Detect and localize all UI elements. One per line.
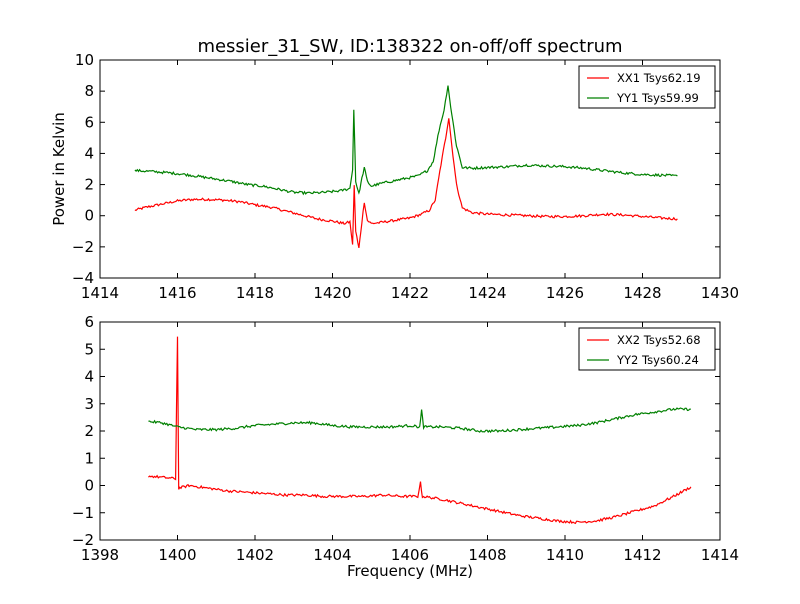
x-tick-label: 1410 [546, 546, 584, 564]
y-tick-label: 10 [75, 51, 94, 69]
legend-label: YY1 Tsys59.99 [616, 91, 699, 105]
series-line-yy1 [134, 85, 678, 196]
y-tick-label: 0 [84, 477, 94, 495]
y-tick-label: −4 [72, 269, 94, 287]
series-line-xx2 [148, 336, 692, 525]
subplot-2: 1398 1400 1402 1404 1406 1408 1410 1412 1414−2−1… [72, 313, 739, 580]
legend-label: YY2 Tsys60.24 [616, 353, 699, 367]
x-tick-label: 1420 [313, 284, 351, 302]
y-tick-label: 0 [84, 207, 94, 225]
y-tick-label: 1 [84, 449, 94, 467]
legend-box [578, 65, 716, 109]
y-tick-label: 6 [84, 313, 94, 331]
x-tick-label: 1404 [313, 546, 351, 564]
y-axis-label: Power in Kelvin [50, 112, 68, 226]
x-tick-label: 1408 [468, 546, 506, 564]
x-tick-label: 1426 [546, 284, 584, 302]
chart-title: messier_31_SW, ID:138322 on-off/off spec… [197, 36, 622, 57]
subplot-1: 1414 1416 1418 1420 1422 1424 1426 1428 1430 −4 −2… [50, 51, 739, 302]
y-tick-label: −1 [72, 504, 94, 522]
y-tick-label: 4 [84, 368, 94, 386]
x-tick-label: 1422 [391, 284, 429, 302]
x-tick-label: 1414 [701, 546, 739, 564]
x-tick-label: 1406 [391, 546, 429, 564]
y-tick-label: 6 [84, 113, 94, 131]
y-tick-label: 8 [84, 82, 94, 100]
x-axis-label: Frequency (MHz) [347, 562, 473, 580]
x-tick-label: 1430 [701, 284, 739, 302]
y-tick-label: −2 [72, 238, 94, 256]
y-tick-label: −2 [72, 531, 94, 549]
legend-label: XX1 Tsys62.19 [617, 71, 701, 85]
legend-label: XX2 Tsys52.68 [617, 333, 701, 347]
x-tick-label: 1418 [236, 284, 274, 302]
legend: XX1 Tsys62.19 YY1 Tsys59.99 [578, 65, 716, 109]
y-tick-label: 3 [84, 395, 94, 413]
series-line-xx1 [134, 118, 678, 249]
legend-box [578, 327, 716, 371]
y-tick-label: 2 [84, 176, 94, 194]
y-tick-label: 2 [84, 422, 94, 440]
x-tick-label: 1402 [236, 546, 274, 564]
x-tick-label: 1398 [81, 546, 119, 564]
x-tick-label: 1414 [81, 284, 119, 302]
x-tick-label: 1416 [158, 284, 196, 302]
y-tick-label: 5 [84, 340, 94, 358]
y-tick-label: 4 [84, 144, 94, 162]
x-tick-label: 1424 [468, 284, 506, 302]
legend: XX2 Tsys52.68 YY2 Tsys60.24 [578, 327, 716, 371]
x-tick-label: 1400 [158, 546, 196, 564]
x-tick-label: 1428 [623, 284, 661, 302]
series-line-yy2 [148, 407, 691, 434]
x-tick-label: 1412 [623, 546, 661, 564]
